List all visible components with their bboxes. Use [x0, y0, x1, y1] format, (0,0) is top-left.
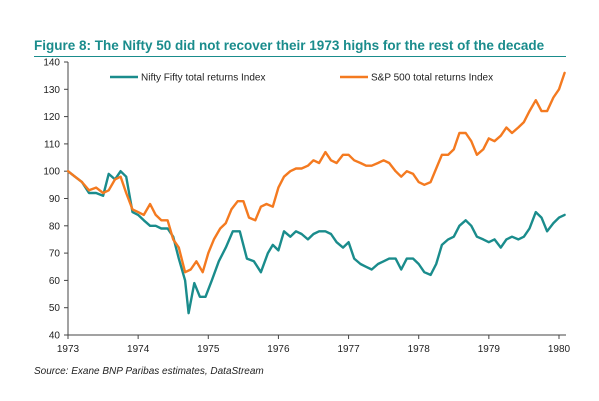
y-tick-label: 40 — [49, 331, 61, 342]
legend-label: Nifty Fifty total returns Index — [141, 73, 266, 84]
y-tick-label: 110 — [44, 139, 60, 150]
x-tick-label: 1976 — [267, 344, 290, 355]
chart-legend: Nifty Fifty total returns Index S&P 500 t… — [110, 73, 493, 84]
y-tick-label: 120 — [43, 112, 60, 123]
y-tick-label: 130 — [43, 85, 60, 96]
title-divider — [34, 56, 566, 57]
series-line-nifty-fifty — [66, 170, 566, 315]
y-tick-label: 50 — [49, 303, 61, 314]
y-tick-label: 80 — [49, 221, 61, 232]
x-tick-label: 1974 — [127, 344, 150, 355]
x-tick-label: 1975 — [197, 344, 220, 355]
chart-series — [66, 71, 566, 315]
x-tick-label: 1973 — [57, 344, 80, 355]
y-tick-label: 90 — [49, 194, 61, 205]
figure-source: Source: Exane BNP Paribas estimates, Dat… — [34, 366, 264, 377]
figure-title: Figure 8: The Nifty 50 did not recover t… — [34, 38, 545, 53]
x-tick-label: 1978 — [408, 344, 431, 355]
y-tick-label: 100 — [43, 167, 60, 178]
x-tick-label: 1979 — [478, 344, 501, 355]
y-tick-label: 140 — [43, 58, 60, 69]
series-line-sp500 — [66, 71, 566, 274]
chart-axes: 40 50 60 70 80 90 100 110 120 130 140 1973 1974 1975 1… — [43, 58, 570, 356]
legend-label: S&P 500 total returns Index — [371, 73, 493, 84]
y-tick-label: 70 — [49, 249, 61, 260]
x-tick-label: 1977 — [337, 344, 360, 355]
y-tick-label: 60 — [49, 276, 61, 287]
x-tick-label: 1980 — [548, 344, 571, 355]
